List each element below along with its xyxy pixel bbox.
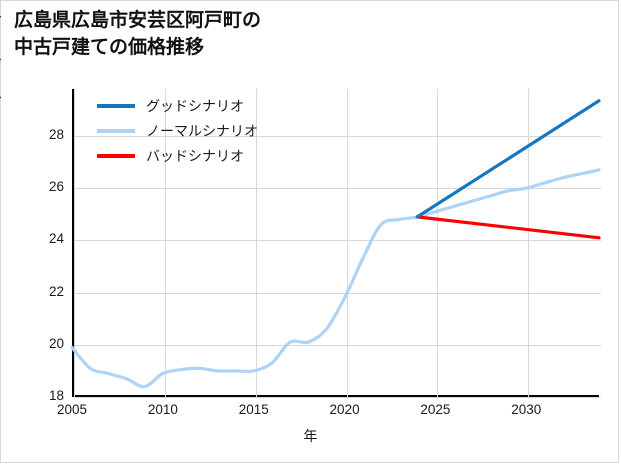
gridline-horizontal bbox=[74, 188, 601, 190]
legend-item-label: ノーマルシナリオ bbox=[146, 122, 258, 139]
legend-color-swatch bbox=[97, 153, 135, 158]
legend-item-label: バッドシナリオ bbox=[146, 147, 244, 164]
series-line bbox=[415, 215, 601, 240]
gridline-horizontal bbox=[74, 240, 601, 242]
chart-legend: グッドシナリオ ノーマルシナリオ バッドシナリオ bbox=[97, 93, 258, 168]
gridline-vertical bbox=[255, 89, 257, 397]
gridline-vertical bbox=[528, 89, 530, 397]
gridline-vertical bbox=[346, 89, 348, 397]
gridline-vertical bbox=[164, 89, 166, 397]
legend-color-swatch bbox=[97, 128, 135, 133]
legend-item[interactable]: ノーマルシナリオ bbox=[97, 118, 258, 143]
series-line bbox=[70, 168, 601, 389]
gridline-horizontal bbox=[74, 292, 601, 294]
gridline-horizontal bbox=[74, 135, 601, 137]
page-title: 広島県広島市安芸区阿戸町の 中古戸建ての価格推移 bbox=[14, 10, 262, 58]
plot-area bbox=[72, 89, 601, 398]
legend-item[interactable]: バッドシナリオ bbox=[97, 143, 258, 168]
gridline-horizontal bbox=[74, 397, 601, 398]
legend-item-label: グッドシナリオ bbox=[146, 97, 244, 114]
legend-item[interactable]: グッドシナリオ bbox=[97, 93, 258, 118]
x-axis-label: 年 bbox=[303, 428, 318, 444]
gridline-vertical bbox=[437, 89, 439, 397]
legend-color-swatch bbox=[97, 103, 135, 108]
gridline-vertical bbox=[74, 89, 75, 397]
series-line bbox=[415, 99, 601, 219]
gridline-horizontal bbox=[74, 344, 601, 346]
